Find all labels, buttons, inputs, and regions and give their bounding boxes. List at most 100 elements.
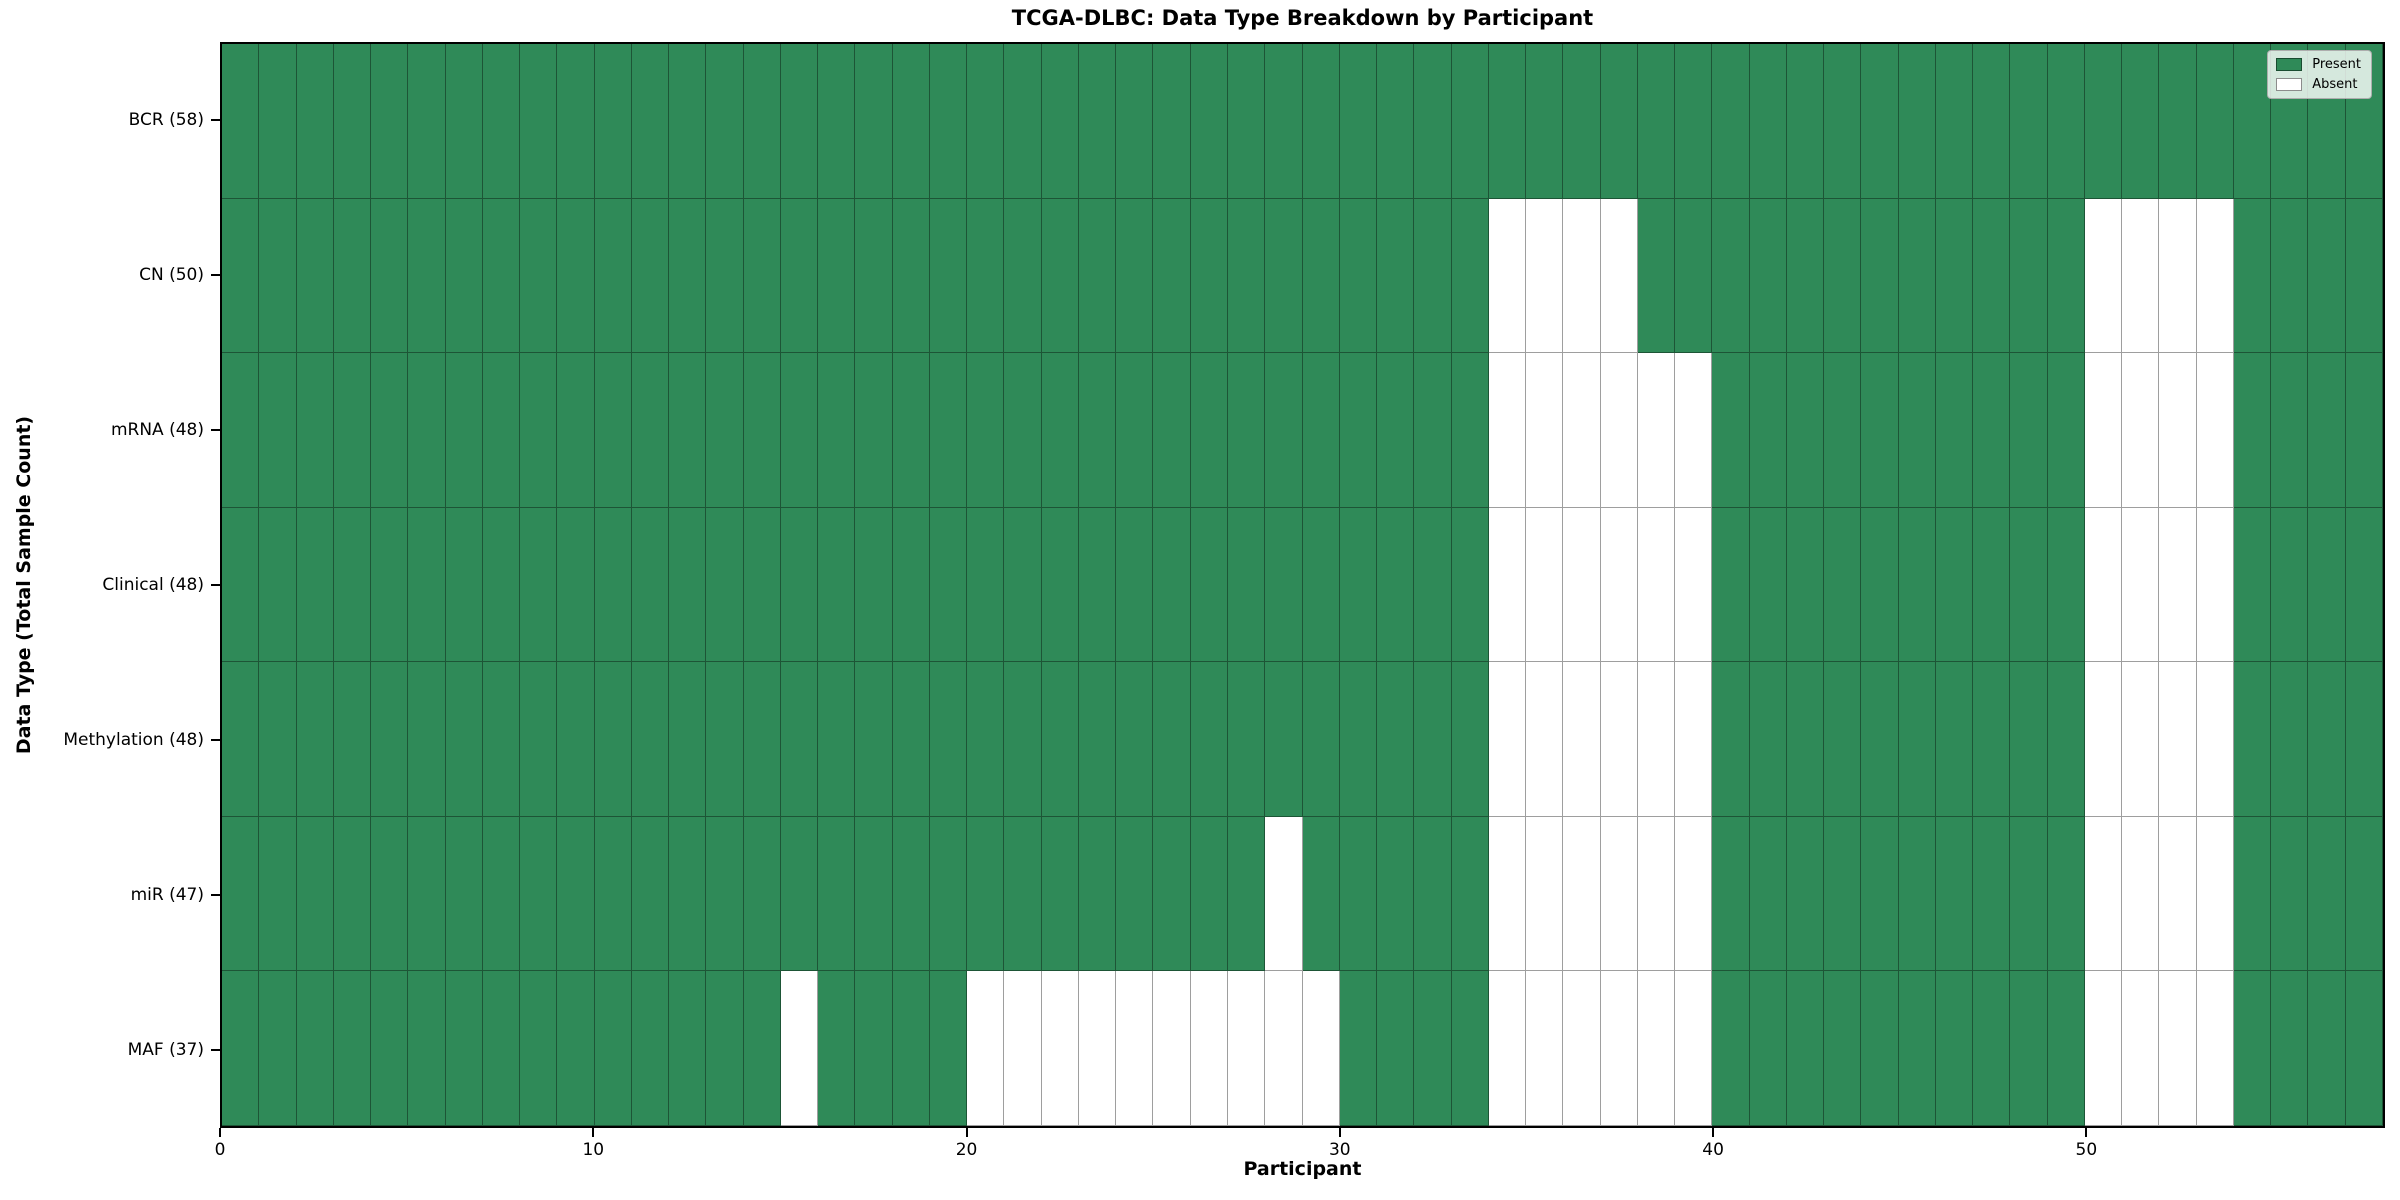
heatmap-cell-MAF-42 [1786, 971, 1825, 1126]
heatmap-cell-MAF-28 [1265, 971, 1303, 1126]
heatmap-cell-Clinical-27 [1227, 507, 1266, 663]
present-swatch-icon [2276, 58, 2303, 71]
heatmap-cell-mRNA-29 [1302, 353, 1340, 508]
heatmap-cell-Clinical-12 [669, 507, 707, 663]
heatmap-cell-miR-41 [1749, 816, 1787, 972]
y-tick-mark-BCR [211, 118, 220, 121]
heatmap-cell-CN-45 [1898, 198, 1936, 354]
heatmap-cell-Clinical-25 [1153, 507, 1191, 663]
heatmap-cell-MAF-11 [631, 971, 670, 1126]
heatmap-cell-MAF-32 [1414, 971, 1452, 1126]
heatmap-cell-CN-7 [482, 198, 521, 354]
heatmap-cell-MAF-21 [1004, 971, 1042, 1126]
heatmap-cell-miR-53 [2196, 816, 2234, 972]
heatmap-cell-miR-17 [855, 816, 893, 972]
heatmap-cell-Methylation-22 [1041, 662, 1079, 817]
heatmap-cell-MAF-34 [1488, 971, 1527, 1126]
heatmap-cell-mRNA-0 [222, 353, 260, 508]
heatmap-cell-miR-37 [1600, 816, 1638, 972]
heatmap-cell-Methylation-13 [706, 662, 744, 817]
heatmap-cell-miR-26 [1190, 816, 1228, 972]
heatmap-cell-Methylation-42 [1786, 662, 1825, 817]
heatmap-cell-miR-29 [1302, 816, 1340, 972]
heatmap-cell-mRNA-35 [1526, 353, 1564, 508]
heatmap-cell-mRNA-15 [780, 353, 819, 508]
heatmap-cell-BCR-11 [631, 44, 670, 199]
heatmap-cell-mRNA-28 [1265, 353, 1303, 508]
heatmap-cell-Methylation-40 [1712, 662, 1750, 817]
heatmap-cell-miR-20 [967, 816, 1005, 972]
heatmap-cell-CN-21 [1004, 198, 1042, 354]
heatmap-cell-CN-8 [520, 198, 558, 354]
heatmap-cell-BCR-30 [1339, 44, 1378, 199]
y-tick-label-CN: CN (50) [139, 264, 204, 285]
heatmap-cell-CN-41 [1749, 198, 1787, 354]
heatmap-cell-mRNA-50 [2084, 353, 2123, 508]
heatmap-cell-MAF-56 [2308, 971, 2346, 1126]
heatmap-cell-mRNA-1 [259, 353, 297, 508]
heatmap-cell-miR-18 [892, 816, 930, 972]
heatmap-cell-BCR-4 [371, 44, 409, 199]
x-axis-ticks: 0 10 20 30 40 50 [215, 1128, 2385, 1174]
heatmap-cell-CN-42 [1786, 198, 1825, 354]
heatmap-cell-miR-43 [1824, 816, 1862, 972]
heatmap-cell-Clinical-51 [2122, 507, 2160, 663]
heatmap-cell-Clinical-54 [2233, 507, 2272, 663]
heatmap-cell-miR-54 [2233, 816, 2272, 972]
heatmap-cell-CN-13 [706, 198, 744, 354]
heatmap-cell-mRNA-51 [2122, 353, 2160, 508]
y-tick-mark-Clinical [211, 584, 220, 586]
heatmap-cell-CN-20 [967, 198, 1005, 354]
heatmap-cell-CN-27 [1227, 198, 1266, 354]
y-tick-mark-miR [211, 894, 220, 897]
heatmap-cell-MAF-52 [2159, 971, 2197, 1126]
heatmap-cell-BCR-44 [1861, 44, 1899, 199]
heatmap-cell-MAF-9 [557, 971, 595, 1126]
heatmap-cell-MAF-48 [2010, 971, 2048, 1126]
heatmap-cell-mRNA-22 [1041, 353, 1079, 508]
heatmap-cell-CN-32 [1414, 198, 1452, 354]
heatmap-cell-Clinical-0 [222, 507, 260, 663]
heatmap-cell-BCR-22 [1041, 44, 1079, 199]
heatmap-cell-miR-47 [1973, 816, 2011, 972]
heatmap-cell-Methylation-7 [482, 662, 521, 817]
heatmap-cell-CN-47 [1973, 198, 2011, 354]
heatmap-cell-CN-25 [1153, 198, 1191, 354]
heatmap-cell-CN-36 [1563, 198, 1601, 354]
heatmap-cell-Clinical-2 [296, 507, 334, 663]
heatmap-cell-Clinical-23 [1078, 507, 1117, 663]
heatmap-cell-miR-34 [1488, 816, 1527, 972]
heatmap-cell-miR-11 [631, 816, 670, 972]
heatmap-cell-CN-55 [2271, 198, 2309, 354]
heatmap-cell-CN-14 [743, 198, 781, 354]
heatmap-cell-Methylation-55 [2271, 662, 2309, 817]
heatmap-cell-Clinical-38 [1637, 507, 1676, 663]
heatmap-cell-Methylation-2 [296, 662, 334, 817]
heatmap-cell-mRNA-12 [669, 353, 707, 508]
heatmap-cell-BCR-29 [1302, 44, 1340, 199]
heatmap-cell-Clinical-4 [371, 507, 409, 663]
heatmap-cell-BCR-31 [1377, 44, 1415, 199]
heatmap-cell-CN-31 [1377, 198, 1415, 354]
heatmap-cell-Methylation-8 [520, 662, 558, 817]
heatmap-cell-mRNA-9 [557, 353, 595, 508]
heatmap-cell-MAF-37 [1600, 971, 1638, 1126]
heatmap-cell-Methylation-49 [2047, 662, 2085, 817]
heatmap-cell-Methylation-52 [2159, 662, 2197, 817]
heatmap-cell-Clinical-28 [1265, 507, 1303, 663]
heatmap-cell-Methylation-5 [408, 662, 446, 817]
x-tick-mark-50 [2085, 1128, 2088, 1137]
heatmap-cell-mRNA-57 [2345, 353, 2383, 508]
heatmap-cell-BCR-47 [1973, 44, 2011, 199]
x-tick-mark-10 [592, 1128, 595, 1137]
heatmap-cell-BCR-6 [445, 44, 483, 199]
heatmap-cell-mRNA-18 [892, 353, 930, 508]
y-tick-mark-mRNA [211, 428, 220, 431]
y-tick-label-Clinical: Clinical (48) [102, 575, 204, 595]
heatmap-cell-miR-13 [706, 816, 744, 972]
heatmap-cell-Methylation-54 [2233, 662, 2272, 817]
heatmap-cell-BCR-0 [222, 44, 260, 199]
heatmap-cell-Methylation-26 [1190, 662, 1228, 817]
heatmap-cell-BCR-24 [1116, 44, 1154, 199]
heatmap-cell-CN-30 [1339, 198, 1378, 354]
